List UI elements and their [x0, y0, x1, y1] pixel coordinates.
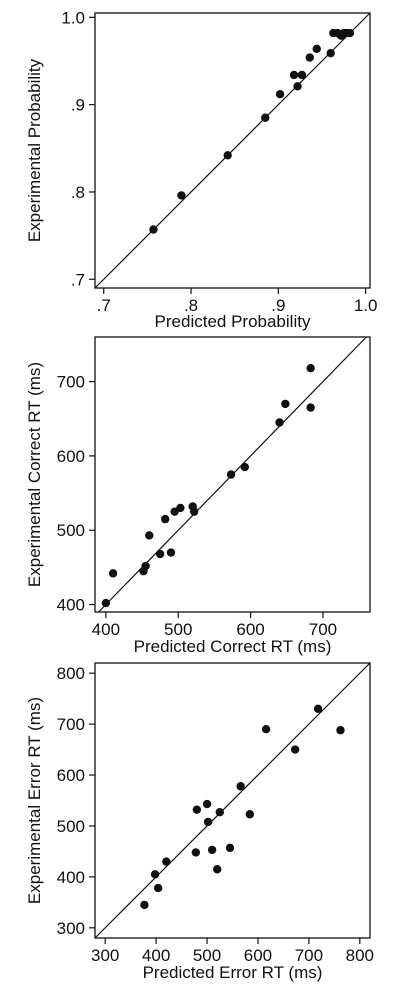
y-tick-label-0-0: .7	[71, 270, 85, 289]
data-point-2-1	[150, 870, 160, 879]
x-tick-label-2-5: 800	[346, 946, 374, 965]
data-point-2-4	[191, 848, 201, 857]
y-tick-label-1-0: 400	[57, 596, 85, 615]
data-point-0-16	[345, 28, 355, 38]
data-point-0-9	[312, 44, 321, 53]
data-point-1-6	[160, 514, 170, 524]
data-point-0-10	[326, 48, 335, 58]
x-axis-label-1: Predicted Correct RT (ms)	[134, 637, 332, 656]
x-tick-label-0-0: .7	[97, 296, 111, 315]
data-point-1-9	[176, 503, 185, 513]
data-point-1-1	[108, 569, 118, 578]
data-point-0-3	[261, 113, 270, 122]
x-tick-label-2-3: 600	[244, 946, 272, 965]
y-axis-label-2: Experimental Error RT (ms)	[25, 697, 44, 904]
data-point-0-4	[275, 89, 285, 99]
x-tick-label-1-0: 400	[92, 620, 120, 639]
y-tick-label-0-2: .9	[71, 96, 85, 115]
y-tick-label-2-3: 600	[57, 766, 85, 785]
data-point-1-5	[155, 549, 165, 559]
data-point-1-7	[166, 548, 176, 557]
y-tick-label-1-1: 500	[57, 521, 85, 540]
data-point-1-12	[226, 470, 236, 479]
data-point-1-17	[306, 403, 315, 412]
data-point-0-6	[293, 82, 302, 91]
data-point-0-7	[297, 70, 307, 80]
data-point-2-2	[153, 883, 163, 893]
identity-line-2	[94, 662, 371, 939]
data-point-1-4	[145, 531, 154, 540]
data-point-0-5	[289, 70, 299, 80]
x-tick-label-2-0: 300	[91, 946, 119, 965]
data-point-1-11	[189, 507, 199, 516]
data-point-2-3	[162, 857, 171, 866]
data-point-2-10	[215, 808, 224, 817]
data-point-1-3	[141, 561, 150, 571]
data-point-2-7	[203, 817, 213, 827]
x-tick-label-0-1: .8	[184, 296, 198, 315]
y-axis-label-0: Experimental Probability	[25, 58, 44, 242]
x-axis-label-2: Predicted Error RT (ms)	[143, 963, 323, 982]
data-point-2-0	[140, 900, 149, 910]
data-point-2-11	[225, 843, 235, 853]
data-point-2-14	[261, 725, 271, 734]
data-point-0-1	[177, 191, 186, 200]
y-tick-label-2-1: 400	[57, 868, 85, 887]
data-point-1-14	[275, 418, 284, 427]
data-point-2-6	[202, 799, 212, 809]
data-point-2-8	[207, 845, 217, 855]
data-point-0-2	[223, 151, 232, 160]
data-point-2-13	[245, 810, 255, 819]
y-tick-label-1-3: 700	[57, 373, 85, 392]
plot-frame-0	[94, 12, 371, 289]
y-tick-label-2-0: 300	[57, 919, 85, 938]
data-point-1-15	[281, 399, 290, 409]
data-point-1-16	[306, 364, 315, 373]
x-tick-label-0-3: 1.0	[354, 296, 378, 315]
data-point-2-17	[336, 726, 345, 735]
data-point-2-12	[236, 782, 245, 791]
x-tick-label-1-3: 700	[309, 620, 337, 639]
y-tick-label-2-5: 800	[57, 664, 85, 683]
plot-frame-1	[94, 336, 371, 613]
data-point-2-15	[290, 745, 300, 754]
y-tick-label-0-3: 1.0	[61, 8, 85, 27]
data-point-2-9	[213, 865, 222, 874]
data-point-1-0	[101, 598, 111, 608]
x-tick-label-0-2: .9	[271, 296, 285, 315]
y-tick-label-2-4: 700	[57, 715, 85, 734]
data-point-0-8	[305, 53, 314, 62]
x-tick-label-2-2: 500	[193, 946, 221, 965]
y-tick-label-0-1: .8	[71, 183, 85, 202]
data-point-2-5	[192, 805, 202, 814]
y-axis-label-1: Experimental Correct RT (ms)	[25, 362, 44, 587]
data-point-1-13	[240, 462, 250, 472]
x-tick-label-1-2: 600	[236, 620, 264, 639]
y-tick-label-2-2: 500	[57, 817, 85, 836]
data-point-0-0	[149, 225, 158, 234]
x-tick-label-1-1: 500	[164, 620, 192, 639]
x-tick-label-2-4: 700	[295, 946, 323, 965]
x-axis-label-0: Predicted Probability	[155, 312, 311, 331]
identity-line-0	[94, 12, 371, 289]
data-point-2-16	[313, 704, 323, 714]
x-tick-label-2-1: 400	[142, 946, 170, 965]
plot-frame-2	[94, 662, 371, 939]
y-tick-label-1-2: 600	[57, 447, 85, 466]
